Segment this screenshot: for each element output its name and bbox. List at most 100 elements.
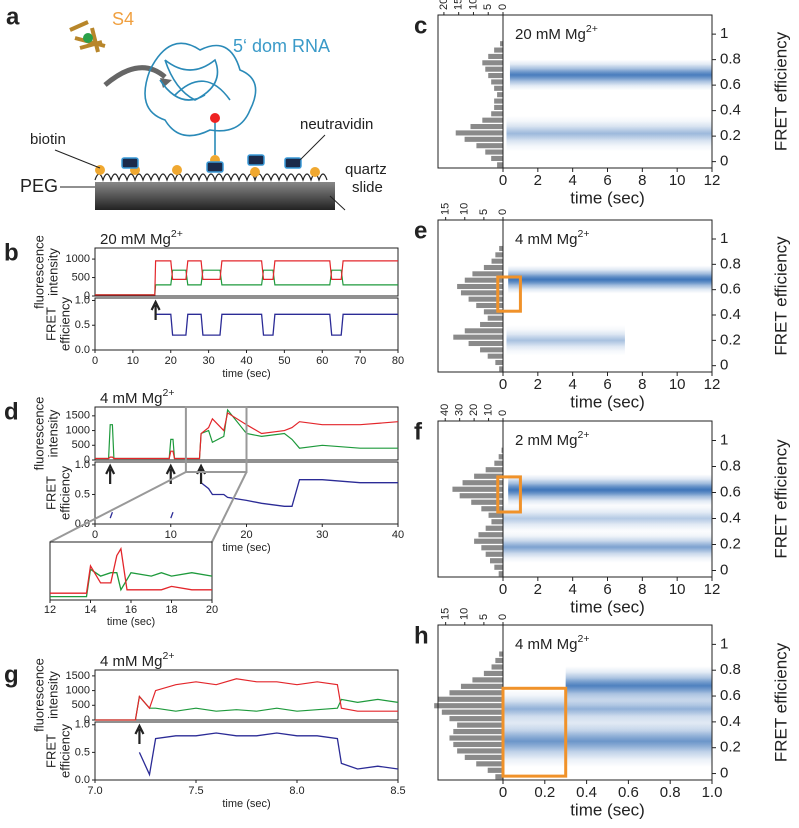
histogram-bar	[457, 283, 503, 290]
density-band	[508, 273, 712, 286]
histogram-bar	[457, 748, 503, 754]
histogram-bar	[472, 677, 503, 683]
fret-trace	[155, 313, 398, 336]
x-tick-label: 8	[638, 172, 646, 189]
x-tick-label: 0	[92, 529, 98, 541]
density-band	[503, 730, 712, 752]
x-tick-label: 0.8	[660, 784, 681, 801]
inset-trace	[50, 568, 213, 598]
x-tick-label: 12	[44, 604, 56, 616]
histogram-bar	[494, 47, 503, 53]
y-tick-label: 0	[84, 290, 90, 302]
histogram-bar	[491, 664, 503, 670]
histogram-bar	[498, 454, 503, 460]
y-axis-label: FRET	[43, 476, 58, 510]
panel-letter: g	[4, 661, 19, 688]
plot-frame	[437, 420, 713, 578]
y-axis-label: FRET efficiency	[771, 31, 790, 151]
hist-tick-label: 15	[453, 0, 465, 10]
histogram-bar	[468, 340, 503, 347]
title-text: 4 mM Mg	[100, 653, 163, 670]
hist-tick-label: 10	[482, 404, 494, 416]
hist-tick-label: 20	[468, 404, 480, 416]
histogram-bar	[438, 696, 503, 702]
x-axis-label: time (sec)	[107, 616, 155, 628]
y-axis-label: FRET efficiency	[771, 236, 790, 356]
rna-structure	[144, 42, 257, 155]
title-text: 20 mM Mg	[515, 26, 586, 43]
y-tick-label: 0.6	[720, 483, 741, 500]
peg-layer	[94, 173, 328, 182]
density-band	[503, 512, 712, 525]
histogram-bar	[491, 111, 503, 117]
x-tick-label: 4	[568, 376, 576, 393]
y-tick-label: 0.8	[720, 51, 741, 68]
histogram-bar	[481, 545, 503, 551]
x-tick-label: 4	[568, 172, 576, 189]
histogram-bar	[453, 741, 503, 748]
x-tick-label: 80	[392, 355, 404, 367]
y-tick-label: 0	[720, 357, 728, 374]
highlight-box	[501, 686, 568, 778]
y-tick-label: 1500	[66, 410, 90, 422]
x-tick-label: 6	[603, 172, 611, 189]
y-tick-label: 1	[720, 25, 728, 42]
y-axis-label: fluorescence	[31, 658, 46, 732]
x-axis-label: time (sec)	[570, 597, 645, 616]
title-text: 20 mM Mg	[100, 231, 171, 248]
histogram-bar	[476, 761, 503, 767]
panel-title: 4 mM Mg2+	[515, 633, 590, 653]
histogram-bar	[483, 264, 503, 271]
hist-tick-label: 10	[459, 608, 471, 620]
histogram-bar	[453, 334, 503, 340]
fluorescence-trace	[95, 678, 398, 721]
title-sup: 2+	[163, 387, 175, 399]
peg-label: PEG	[20, 176, 58, 196]
histogram-bar	[497, 92, 503, 98]
y-tick-label: 0.2	[720, 331, 741, 348]
plot-frame	[94, 247, 399, 297]
x-tick-label: 70	[354, 355, 366, 367]
y-axis-label: FRET	[43, 734, 58, 768]
histogram-bar	[487, 767, 503, 773]
histogram-bar	[476, 302, 503, 309]
x-axis-label: time (sec)	[222, 542, 270, 554]
x-tick-label: 0.4	[576, 784, 597, 801]
histogram-bar	[500, 41, 503, 47]
hist-tick-label: 5	[482, 4, 494, 10]
x-tick-label: 10	[669, 376, 686, 393]
fret-trace	[109, 479, 398, 519]
leader	[54, 149, 101, 169]
hist-tick-label: 10	[467, 0, 479, 10]
y-tick-label: 0.4	[720, 713, 741, 730]
y-axis-label: FRET efficiency	[771, 439, 790, 559]
x-tick-label: 2	[534, 172, 542, 189]
x-tick-label: 8	[638, 376, 646, 393]
x-tick-label: 2	[534, 581, 542, 598]
histogram-bar	[468, 296, 503, 302]
histogram-bar	[491, 258, 503, 264]
fluorescence-trace	[95, 411, 399, 460]
x-tick-label: 1.0	[702, 784, 723, 801]
surface-label: quartz	[345, 161, 387, 178]
y-tick-label: 1000	[66, 684, 90, 696]
y-tick-label: 0.2	[720, 739, 741, 756]
y-tick-label: 500	[72, 271, 90, 283]
hist-tick-label: 30	[454, 404, 466, 416]
x-tick-label: 12	[704, 172, 721, 189]
histogram-bar	[460, 290, 503, 296]
x-axis-label: time (sec)	[570, 800, 645, 819]
plot-frame	[437, 14, 713, 169]
zoom-box	[184, 406, 248, 473]
plot-frame	[94, 669, 399, 721]
inset-frame	[49, 541, 213, 601]
density-band	[506, 334, 625, 347]
histogram-bar	[453, 728, 503, 735]
histogram-bar	[491, 79, 503, 85]
hist-tick-label: 0	[497, 410, 509, 416]
y-tick-label: 1	[720, 431, 728, 448]
histogram-bar	[499, 651, 503, 657]
y-tick-label: 0.5	[75, 488, 90, 500]
histogram-bar	[499, 245, 503, 252]
histogram-bar	[462, 480, 503, 486]
